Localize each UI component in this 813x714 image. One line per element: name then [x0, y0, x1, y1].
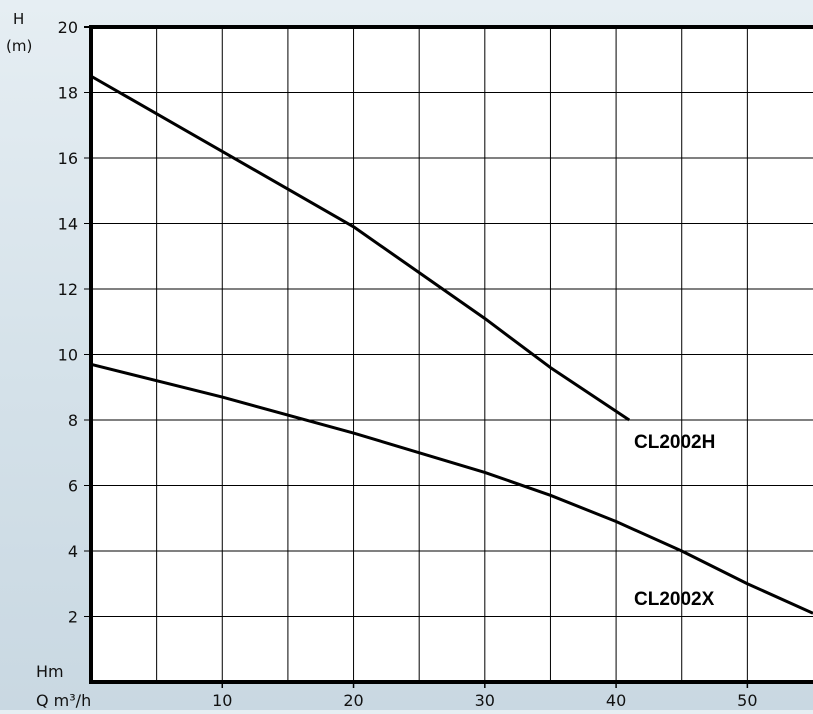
- y-tick-label: 6: [68, 477, 78, 496]
- series-label-cl2002h: CL2002H: [634, 432, 715, 453]
- y-tick-label: 16: [58, 149, 78, 168]
- y-tick-label: 14: [58, 215, 78, 234]
- y-tick-label: 10: [58, 346, 78, 365]
- y-tick-label: 4: [68, 542, 78, 561]
- y-axis-bottom-label: Hm: [36, 662, 64, 681]
- series-label-cl2002x: CL2002X: [634, 589, 715, 610]
- y-tick-label: 2: [68, 608, 78, 627]
- y-tick-label: 8: [68, 411, 78, 430]
- x-tick-label: 10: [212, 691, 232, 710]
- y-axis-unit: (m): [6, 37, 32, 55]
- series-lines: [90, 74, 813, 615]
- x-tick-labels: 10 20 30 40 50: [212, 691, 757, 710]
- y-axis-title: H: [13, 10, 24, 28]
- y-tick-labels: 2 4 6 8 10 12 14 16 18 20: [58, 18, 78, 627]
- series-line-cl2002x: [90, 362, 813, 615]
- x-tick-label: 30: [475, 691, 495, 710]
- y-tick-label: 18: [58, 84, 78, 103]
- series-line-cl2002h: [90, 74, 631, 422]
- y-tick-label: 12: [58, 280, 78, 299]
- x-tick-label: 20: [343, 691, 363, 710]
- plot-frame: [84, 25, 813, 688]
- y-tick-label: 20: [58, 18, 78, 37]
- x-tick-label: 50: [737, 691, 757, 710]
- x-tick-label: 40: [606, 691, 626, 710]
- grid-lines: [84, 27, 813, 682]
- x-axis-title: Q m³/h: [36, 691, 91, 710]
